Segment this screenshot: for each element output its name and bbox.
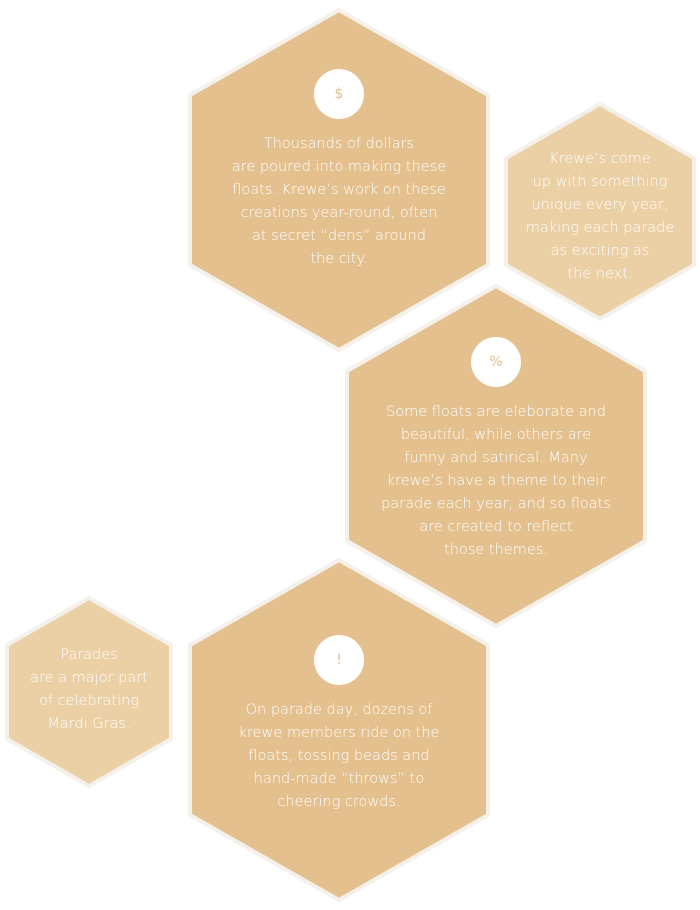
hexagon-parades	[5, 596, 173, 788]
hexagon-parades-text: Parades are a major part of celebrating …	[30, 647, 148, 732]
hexagon-floats	[345, 284, 647, 628]
exclamation-icon: !	[314, 635, 364, 685]
hexagon-unique-text: Krewe’s come up with something unique ev…	[525, 151, 675, 282]
hexagon-parade-day	[188, 558, 490, 902]
hexagon-dollars-text: Thousands of dollars are poured into mak…	[231, 136, 447, 267]
hexagon-parade-day-text: On parade day, dozens of krewe members r…	[238, 702, 440, 810]
hexagon-dollars	[188, 8, 490, 352]
hexagon-floats-text: Some floats are eleborate and beautiful,…	[381, 404, 611, 558]
hexagon-unique	[504, 102, 696, 321]
percent-icon: %	[471, 337, 521, 387]
dollar-icon: $	[314, 69, 364, 119]
